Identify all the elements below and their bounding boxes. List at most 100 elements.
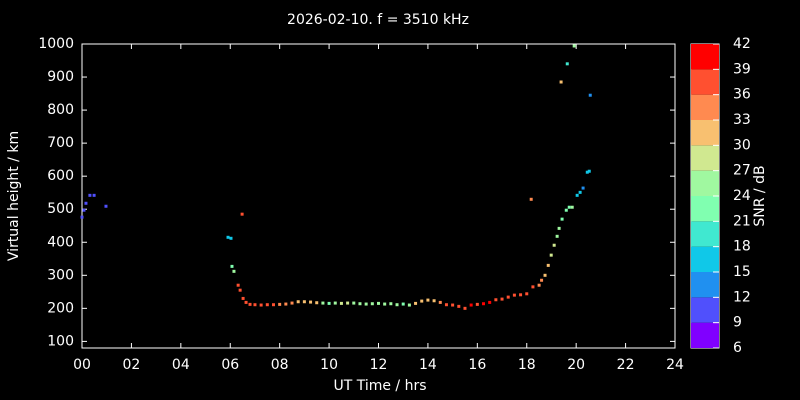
data-point	[92, 193, 96, 197]
data-point	[543, 273, 547, 277]
data-point	[482, 302, 486, 306]
y-tick-label: 500	[47, 201, 74, 217]
data-point	[506, 295, 510, 299]
colorbar-band	[691, 196, 719, 222]
data-point	[537, 283, 541, 287]
data-point	[525, 292, 529, 296]
data-point	[575, 193, 579, 197]
colorbar-band	[691, 272, 719, 298]
data-point	[519, 293, 523, 297]
data-point	[414, 301, 418, 305]
data-point	[529, 197, 533, 201]
x-tick-label: 04	[172, 357, 190, 373]
colorbar-tick-label: 15	[733, 264, 751, 280]
data-point	[82, 208, 86, 212]
data-point	[557, 226, 561, 230]
data-point	[572, 44, 576, 48]
colorbar-tick-label: 6	[733, 340, 742, 356]
colorbar-band	[691, 221, 719, 247]
data-point	[432, 299, 436, 303]
data-point	[333, 301, 337, 305]
data-point	[358, 302, 362, 306]
data-point	[500, 297, 504, 301]
colorbar-band	[691, 297, 719, 323]
data-point	[475, 302, 479, 306]
data-point	[588, 93, 592, 97]
data-point	[253, 303, 257, 307]
data-point	[426, 298, 430, 302]
data-point	[248, 302, 252, 306]
colorbar-band	[691, 120, 719, 146]
y-tick-label: 1000	[38, 36, 74, 52]
data-point	[327, 301, 331, 305]
y-tick-label: 400	[47, 234, 74, 250]
data-point	[232, 269, 236, 273]
colorbar-tick-label: 24	[733, 188, 751, 204]
x-tick-label: 22	[617, 357, 635, 373]
y-tick-label: 200	[47, 300, 74, 316]
data-point	[463, 306, 467, 310]
data-point	[278, 302, 282, 306]
x-tick-label: 20	[567, 357, 585, 373]
data-point	[451, 303, 455, 307]
y-tick-label: 600	[47, 168, 74, 184]
data-point	[339, 301, 343, 305]
data-point	[552, 243, 556, 247]
data-point	[389, 302, 393, 306]
data-point	[244, 300, 248, 304]
colorbar-band	[691, 322, 719, 348]
data-point	[315, 301, 319, 305]
data-point	[302, 300, 306, 304]
data-point	[259, 303, 263, 307]
data-point	[265, 303, 269, 307]
colorbar-band	[691, 94, 719, 120]
data-point	[559, 80, 563, 84]
y-tick-label: 700	[47, 135, 74, 151]
x-tick-label: 08	[271, 357, 289, 373]
colorbar-tick-label: 12	[733, 289, 751, 305]
colorbar-tick-label: 30	[733, 137, 751, 153]
colorbar-tick-label: 27	[733, 163, 751, 179]
y-tick-label: 800	[47, 102, 74, 118]
x-tick-label: 06	[221, 357, 239, 373]
y-tick-label: 100	[47, 333, 74, 349]
colorbar-band	[691, 69, 719, 95]
x-tick-label: 12	[370, 357, 388, 373]
data-point	[407, 303, 411, 307]
data-point	[540, 278, 544, 282]
data-point	[438, 300, 442, 304]
data-point	[321, 301, 325, 305]
data-point	[383, 302, 387, 306]
data-point	[420, 299, 424, 303]
data-point	[229, 236, 233, 240]
data-point	[271, 303, 275, 307]
colorbar-tick-label: 21	[733, 213, 751, 229]
data-point	[546, 263, 550, 267]
data-point	[104, 204, 108, 208]
data-point	[469, 303, 473, 307]
colorbar-tick-label: 9	[733, 315, 742, 331]
data-point	[560, 217, 564, 221]
data-point	[88, 193, 92, 197]
data-point	[564, 208, 568, 212]
data-point	[84, 201, 88, 205]
data-point	[238, 288, 242, 292]
x-tick-label: 24	[666, 357, 684, 373]
colorbar-tick-label: 39	[733, 61, 751, 77]
data-point	[309, 300, 313, 304]
y-axis-label: Virtual height / km	[6, 131, 22, 261]
data-point	[352, 301, 356, 305]
data-point	[241, 296, 245, 300]
data-point	[585, 170, 589, 174]
data-point	[512, 293, 516, 297]
data-point	[395, 303, 399, 307]
colorbar-tick-label: 18	[733, 239, 751, 255]
data-point	[80, 215, 84, 219]
colorbar-band	[691, 246, 719, 272]
data-point	[240, 212, 244, 216]
data-point	[364, 302, 368, 306]
data-point	[370, 302, 374, 306]
data-point	[401, 302, 405, 306]
